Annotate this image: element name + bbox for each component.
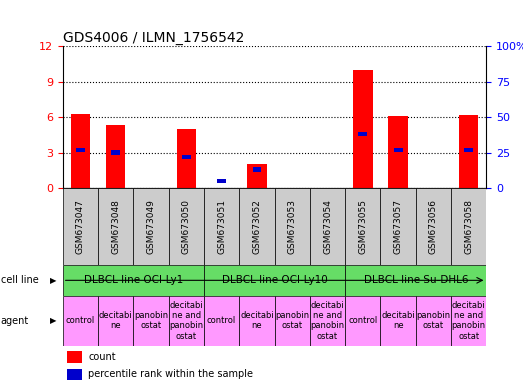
Bar [345, 265, 486, 296]
Text: decitabi
ne and
panobin
ostat: decitabi ne and panobin ostat [311, 301, 345, 341]
Text: GSM673050: GSM673050 [182, 199, 191, 254]
Text: GSM673047: GSM673047 [76, 199, 85, 254]
Bar [98, 188, 133, 265]
Bar [204, 265, 345, 296]
Bar [182, 155, 191, 159]
Bar [464, 147, 473, 152]
Text: GSM673049: GSM673049 [146, 199, 155, 254]
Bar [345, 188, 381, 265]
Text: decitabi
ne: decitabi ne [381, 311, 415, 330]
Bar [204, 188, 240, 265]
Text: percentile rank within the sample: percentile rank within the sample [88, 369, 253, 379]
Bar [133, 188, 168, 265]
Text: GSM673052: GSM673052 [253, 199, 262, 254]
Text: decitabi
ne: decitabi ne [99, 311, 133, 330]
Bar [67, 351, 82, 363]
Text: panobin
ostat: panobin ostat [275, 311, 309, 330]
Text: agent: agent [1, 316, 29, 326]
Bar [253, 167, 262, 172]
Bar [275, 188, 310, 265]
Bar [168, 188, 204, 265]
Text: GSM673053: GSM673053 [288, 199, 297, 254]
Text: GSM673051: GSM673051 [217, 199, 226, 254]
Bar [63, 188, 98, 265]
Bar [217, 179, 226, 183]
Text: DLBCL line OCI-Ly1: DLBCL line OCI-Ly1 [84, 275, 183, 285]
Bar [451, 296, 486, 346]
Bar [168, 296, 204, 346]
Text: ▶: ▶ [50, 276, 56, 285]
Bar [353, 70, 372, 188]
Text: decitabi
ne and
panobin
ostat: decitabi ne and panobin ostat [452, 301, 486, 341]
Bar [459, 115, 479, 188]
Bar [111, 151, 120, 155]
Bar [71, 114, 90, 188]
Text: DLBCL line Su-DHL6: DLBCL line Su-DHL6 [363, 275, 468, 285]
Bar [310, 296, 345, 346]
Bar [204, 296, 240, 346]
Bar [240, 296, 275, 346]
Text: GSM673058: GSM673058 [464, 199, 473, 254]
Bar [275, 296, 310, 346]
Text: control: control [66, 316, 95, 325]
Bar [416, 188, 451, 265]
Text: GSM673057: GSM673057 [394, 199, 403, 254]
Text: GSM673048: GSM673048 [111, 199, 120, 254]
Bar [394, 147, 403, 152]
Text: cell line: cell line [1, 275, 38, 285]
Bar [310, 188, 345, 265]
Bar [381, 296, 416, 346]
Bar [98, 296, 133, 346]
Text: panobin
ostat: panobin ostat [134, 311, 168, 330]
Bar [63, 265, 204, 296]
Text: DLBCL line OCI-Ly10: DLBCL line OCI-Ly10 [222, 275, 327, 285]
Bar [381, 188, 416, 265]
Bar [451, 188, 486, 265]
Bar [240, 188, 275, 265]
Text: GDS4006 / ILMN_1756542: GDS4006 / ILMN_1756542 [63, 31, 244, 45]
Text: decitabi
ne and
panobin
ostat: decitabi ne and panobin ostat [169, 301, 203, 341]
Bar [416, 296, 451, 346]
Bar [63, 296, 98, 346]
Text: GSM673054: GSM673054 [323, 199, 332, 254]
Bar [247, 164, 267, 188]
Bar [358, 132, 367, 136]
Bar [106, 126, 126, 188]
Bar [177, 129, 196, 188]
Bar [389, 116, 408, 188]
Bar [67, 369, 82, 380]
Text: GSM673056: GSM673056 [429, 199, 438, 254]
Bar [345, 296, 381, 346]
Text: control: control [207, 316, 236, 325]
Text: panobin
ostat: panobin ostat [416, 311, 450, 330]
Text: control: control [348, 316, 378, 325]
Text: ▶: ▶ [50, 316, 56, 325]
Bar [133, 296, 168, 346]
Text: decitabi
ne: decitabi ne [240, 311, 274, 330]
Text: count: count [88, 352, 116, 362]
Bar [76, 147, 85, 152]
Text: GSM673055: GSM673055 [358, 199, 367, 254]
